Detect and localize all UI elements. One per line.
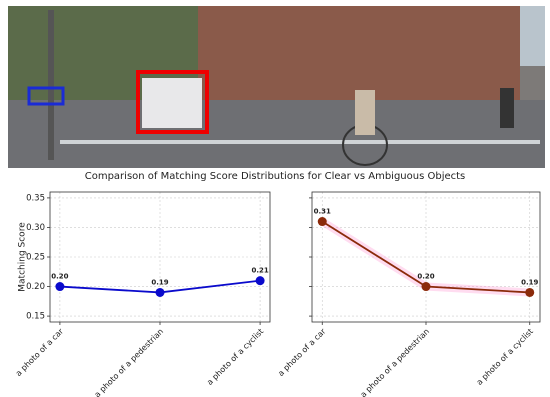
street-photo [8, 6, 545, 168]
figure-title: Comparison of Matching Score Distributio… [85, 171, 466, 182]
value-label: 0.19 [151, 278, 168, 286]
y-tick-label: 0.30 [26, 223, 45, 233]
value-label: 0.31 [314, 208, 331, 216]
point [525, 287, 535, 297]
x-tick-label: a photo of a car [14, 326, 66, 378]
value-label: 0.21 [251, 267, 268, 275]
value-label: 0.20 [51, 273, 68, 281]
point [255, 276, 265, 286]
value-label: 0.19 [521, 278, 538, 286]
x-tick-label: a photo of a pedestrian [359, 327, 432, 397]
y-axis-label: Matching Score [18, 222, 28, 292]
y-tick-label: 0.20 [26, 282, 45, 292]
x-tick-label: a photo of a cyclist [205, 327, 265, 387]
point [155, 287, 165, 297]
value-label: 0.20 [417, 273, 434, 281]
x-tick-label: a photo of a cyclist [475, 327, 535, 387]
x-tick-label: a photo of a car [276, 326, 328, 378]
y-tick-label: 0.15 [26, 312, 45, 322]
point [317, 217, 327, 227]
x-tick-label: a photo of a pedestrian [93, 327, 166, 397]
point [55, 282, 65, 292]
point [421, 282, 431, 292]
y-tick-label: 0.35 [26, 193, 45, 203]
plot-frame [49, 191, 271, 323]
y-tick-label: 0.25 [26, 253, 45, 263]
plot-frame [311, 191, 541, 323]
